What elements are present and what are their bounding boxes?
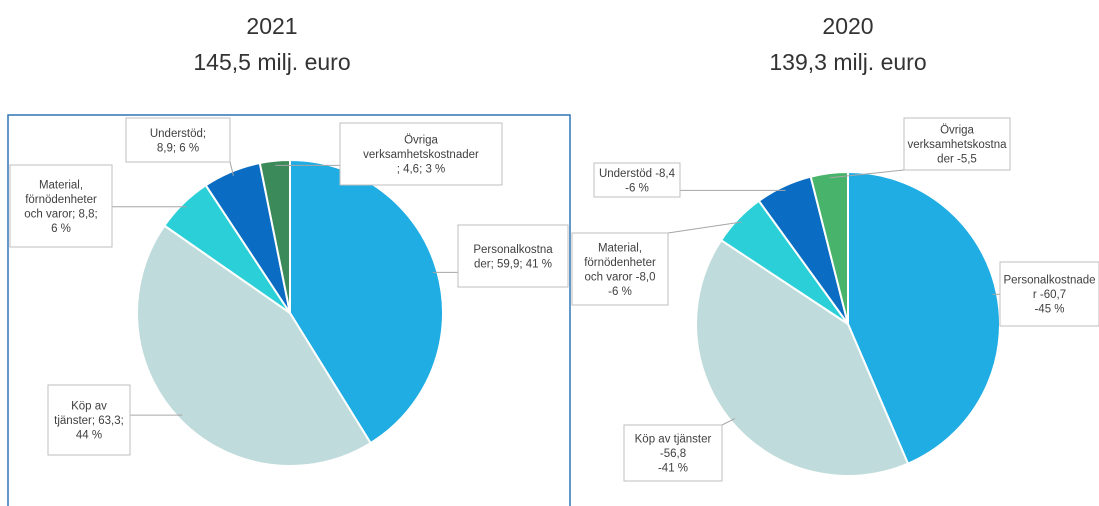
chart-subtitle: 139,3 milj. euro xyxy=(769,49,926,75)
data-label: tjänster; 63,3; xyxy=(54,415,124,427)
pie-slice xyxy=(695,238,910,477)
data-label: 44 % xyxy=(76,430,102,442)
chart-title: 2020 xyxy=(822,13,873,39)
data-label: -6 % xyxy=(625,182,649,194)
leader-line xyxy=(829,169,905,179)
data-label: Understöd -8,4 xyxy=(599,168,676,180)
data-label: r -60,7 xyxy=(1033,289,1066,301)
data-label: Personalkostnade xyxy=(1003,275,1095,287)
pie-slice xyxy=(136,224,372,467)
pie-slice xyxy=(258,158,291,314)
chart-frame xyxy=(7,114,571,506)
label-box xyxy=(339,122,503,186)
data-label: der -5,5 xyxy=(937,154,977,166)
data-label: förnödenheter xyxy=(584,257,656,269)
data-label: Köp av xyxy=(71,401,107,413)
label-box xyxy=(47,384,131,456)
data-label: verksamhetskostna xyxy=(907,139,1007,151)
data-label: Köp av tjänster xyxy=(635,434,712,446)
data-label: -6 % xyxy=(608,286,632,298)
label-box xyxy=(903,117,1011,171)
data-label: Material, xyxy=(39,179,83,191)
chart-subtitle: 145,5 milj. euro xyxy=(193,49,350,75)
leader-line xyxy=(667,221,742,234)
data-label: Personalkostna xyxy=(473,244,553,256)
label-box xyxy=(9,164,113,248)
chart-title: 2021 xyxy=(246,13,297,39)
leader-line xyxy=(229,161,234,176)
data-label: -41 % xyxy=(658,463,688,475)
label-box xyxy=(571,232,669,306)
data-label: 6 % xyxy=(51,223,71,235)
data-label: Material, xyxy=(598,242,642,254)
data-label: Övriga xyxy=(404,135,438,147)
label-box xyxy=(125,117,231,163)
label-box xyxy=(623,424,723,482)
data-label: Understöd; xyxy=(150,128,206,140)
data-label: och varor; 8,8; xyxy=(24,208,98,220)
label-box xyxy=(457,224,569,288)
data-label: Övriga xyxy=(940,125,974,137)
leader-line xyxy=(721,418,736,426)
data-label: 8,9; 6 % xyxy=(157,142,199,154)
data-label: och varor -8,0 xyxy=(585,271,656,283)
label-box xyxy=(593,162,681,198)
data-label: verksamhetskostnader xyxy=(363,149,479,161)
data-label: ; 4,6; 3 % xyxy=(397,164,446,176)
data-label: förnödenheter xyxy=(25,194,97,206)
pie-slice xyxy=(847,170,1001,465)
label-box xyxy=(999,261,1099,327)
data-label: -45 % xyxy=(1034,304,1064,316)
data-label: der; 59,9; 41 % xyxy=(474,258,552,270)
pie-slice xyxy=(809,170,849,325)
data-label: -56,8 xyxy=(660,448,686,460)
